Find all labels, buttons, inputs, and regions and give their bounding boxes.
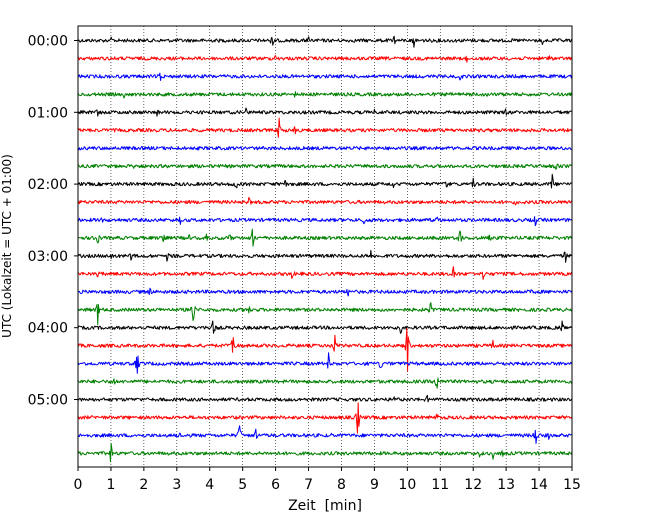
- trace-0500: [77, 394, 573, 403]
- x-tick-label: 3: [172, 477, 181, 493]
- y-tick-label: 02:00: [28, 177, 68, 193]
- y-tick-label: 03:00: [28, 249, 68, 265]
- y-tick-label: 05:00: [28, 393, 68, 409]
- trace-0100: [77, 107, 573, 117]
- x-tick-label: 0: [74, 477, 83, 493]
- trace-0130: [77, 146, 573, 151]
- y-tick-label: 01:00: [28, 105, 68, 121]
- trace-0045: [77, 91, 573, 99]
- x-tick-label: 1: [106, 477, 115, 493]
- x-tick-label: 7: [304, 477, 313, 493]
- trace-0530: [77, 425, 573, 444]
- x-tick-label: 10: [398, 477, 416, 493]
- x-tick-label: 4: [205, 477, 214, 493]
- trace-0330: [77, 287, 573, 297]
- trace-0345: [77, 302, 573, 326]
- trace-0445: [77, 377, 573, 389]
- x-tick-label: 8: [337, 477, 346, 493]
- trace-0245: [77, 228, 573, 247]
- x-tick-label: 5: [238, 477, 247, 493]
- trace-0545: [77, 442, 573, 463]
- x-axis-title: Zeit [min]: [288, 498, 362, 514]
- trace-0115: [77, 117, 573, 138]
- x-tick-label: 9: [370, 477, 379, 493]
- plot-frame: [77, 25, 573, 468]
- trace-0300: [77, 249, 573, 263]
- x-tick-label: 2: [139, 477, 148, 493]
- y-axis: 00:00 01:00 02:00 03:00 04:00 05:00: [28, 34, 78, 409]
- x-tick-label: 14: [530, 477, 548, 493]
- trace-0215: [77, 197, 573, 206]
- trace-0515: [77, 402, 573, 434]
- trace-0415: [77, 328, 573, 372]
- trace-0315: [77, 266, 573, 280]
- traces: [77, 35, 573, 463]
- trace-0145: [77, 163, 573, 170]
- trace-0400: [77, 320, 573, 334]
- trace-0030: [77, 72, 573, 81]
- x-axis: 0 1 2 3 4 5 6 7 8 9 10 11 12 13 14 15: [74, 467, 581, 493]
- trace-0015: [77, 55, 573, 63]
- x-tick-label: 6: [271, 477, 280, 493]
- x-tick-label: 12: [464, 477, 482, 493]
- trace-0200: [77, 173, 573, 189]
- trace-0000: [77, 35, 573, 48]
- trace-0430: [77, 352, 573, 374]
- x-tick-label: 15: [563, 477, 581, 493]
- x-tick-label: 11: [431, 477, 449, 493]
- y-tick-label: 04:00: [28, 321, 68, 337]
- y-axis-title: UTC (Lokalzeit = UTC + 01:00): [0, 154, 14, 338]
- trace-0230: [77, 216, 573, 227]
- x-tick-label: 13: [497, 477, 515, 493]
- y-tick-label: 00:00: [28, 34, 68, 50]
